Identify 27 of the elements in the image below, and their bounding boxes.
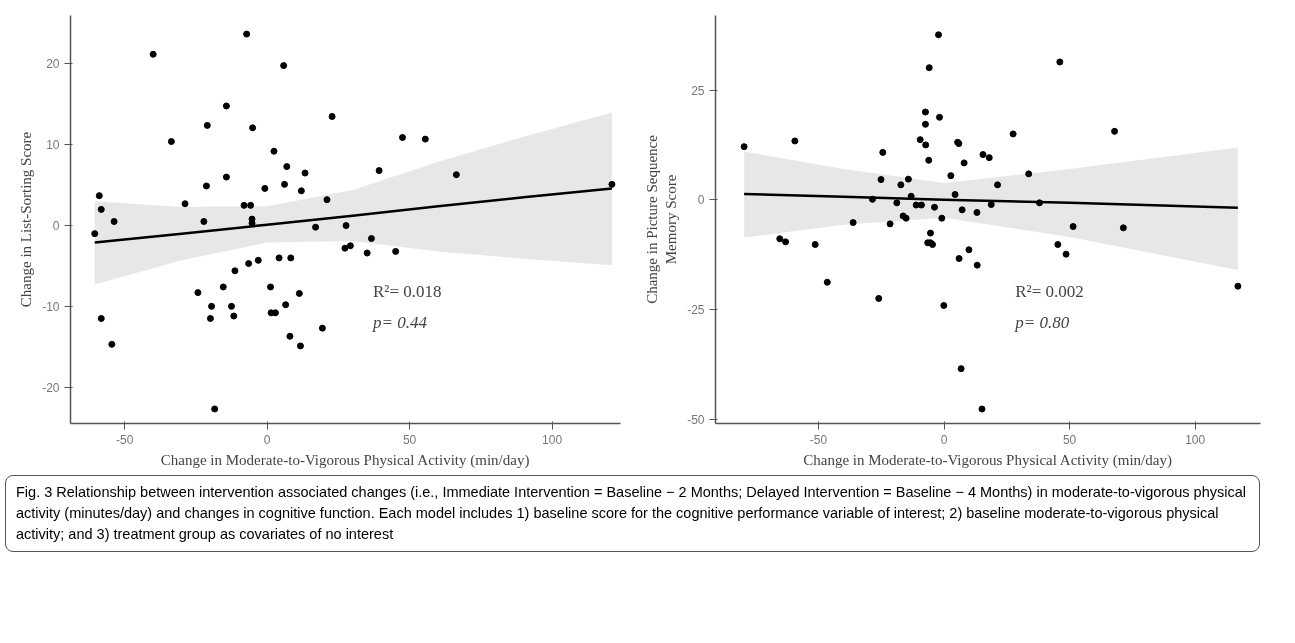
y-tick-label: 20 (46, 57, 60, 72)
y-tick-label: -50 (687, 412, 705, 427)
y-tick-label: -20 (42, 380, 60, 395)
y-tick-label: 10 (46, 138, 60, 153)
y-axis-title: Change in List-Sorting Score (18, 131, 35, 308)
y-tick-label: -10 (42, 299, 60, 314)
x-tick-label: 0 (940, 432, 948, 447)
y-tick-label: 25 (691, 83, 705, 98)
x-tick-label: 100 (1185, 432, 1206, 447)
caption: Fig. 3 Relationship between intervention associated changes (i.e., Immediate Intervention = Baseline − 2 Months; Delayed Intervention = Baseline − 4 Months) in moderate-to-vigorous physical activity (minutes/day) and changes in cognitive function. Each model includes 1) baseline score for the cognitive performance variable of interest; 2) baseline moderate-to-vigorous physical activity; and 3) treatment group as covariates of no interest (16, 483, 1247, 545)
y-tick-label: 0 (697, 193, 705, 208)
y-tick-label: -25 (687, 302, 705, 317)
y-axis-title: Change in Picture Sequence Memory Score (643, 134, 680, 304)
x-tick-label: 50 (1062, 432, 1077, 447)
x-axis-title: Change in Moderate-to-Vigorous Physical Activity (min/day) (160, 451, 530, 469)
annotation: R²= 0.018 (373, 282, 442, 302)
annotation: p= 0.44 (372, 312, 428, 332)
annotation: p= 0.80 (1014, 312, 1070, 332)
x-tick-label: 0 (263, 432, 271, 447)
annotation: R²= 0.002 (1015, 282, 1084, 302)
x-tick-label: 100 (542, 432, 563, 447)
x-axis-title: Change in Moderate-to-Vigorous Physical Activity (min/day) (803, 451, 1172, 469)
line-series (742, 192, 1240, 209)
y-tick-label: 0 (52, 219, 60, 234)
x-tick-label: -50 (115, 432, 134, 447)
x-tick-label: -50 (809, 432, 828, 447)
x-tick-label: 50 (402, 432, 417, 447)
